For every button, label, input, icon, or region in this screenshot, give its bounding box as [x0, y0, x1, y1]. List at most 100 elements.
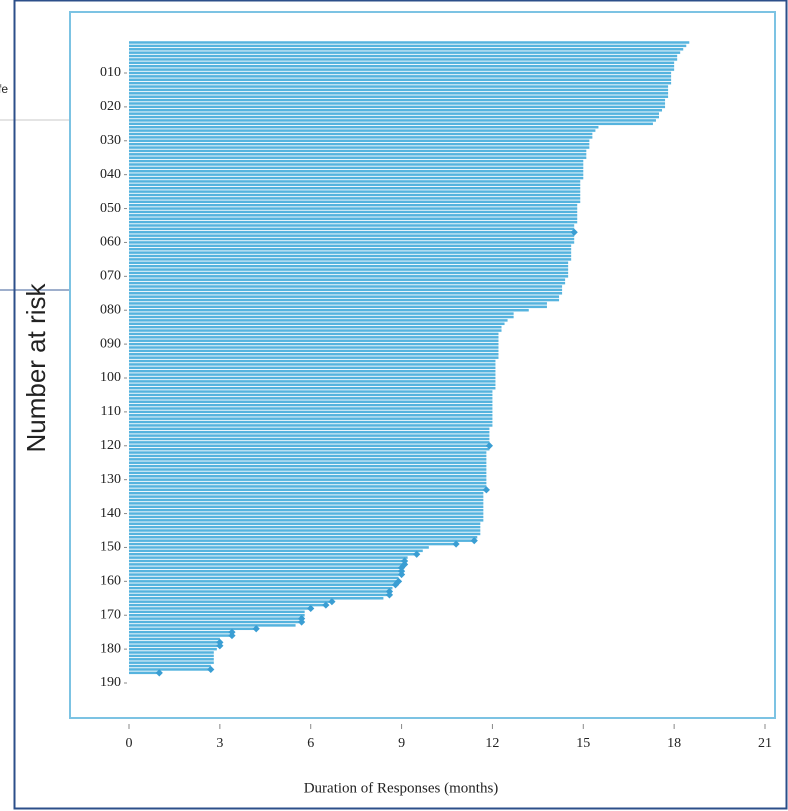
bar [129, 292, 563, 295]
bar [129, 390, 493, 393]
y-tick-label: 170 [100, 607, 121, 622]
bar [129, 447, 490, 451]
bar [129, 559, 405, 563]
bar [129, 336, 499, 339]
bar [129, 647, 217, 651]
bar [129, 44, 687, 48]
bar [129, 251, 572, 254]
bar [129, 129, 596, 132]
bar [129, 203, 578, 207]
bar [129, 95, 669, 98]
bar [129, 244, 572, 248]
bar [129, 234, 575, 237]
bar [129, 264, 569, 268]
bar [129, 529, 481, 532]
bar [129, 512, 484, 515]
bar [129, 173, 584, 176]
bar [129, 373, 496, 376]
bar [129, 186, 581, 190]
bar [129, 620, 302, 624]
ongoing-marker [228, 631, 236, 640]
bar [129, 471, 487, 475]
bar [129, 346, 499, 349]
bar [129, 153, 587, 156]
bar [129, 78, 672, 82]
bar [129, 75, 672, 78]
background-text: fe [0, 82, 8, 96]
ongoing-marker [298, 618, 306, 626]
bar [129, 444, 490, 448]
bar [129, 298, 560, 302]
bar [129, 258, 572, 261]
ongoing-marker [470, 537, 478, 545]
bar [129, 464, 487, 468]
bar [129, 546, 429, 549]
bar [129, 58, 678, 61]
bar [129, 64, 675, 68]
bar [129, 363, 496, 366]
bar [129, 271, 569, 275]
y-tick-label: 140 [100, 506, 121, 521]
x-tick-label: 21 [758, 736, 772, 751]
bar [129, 519, 484, 522]
bar [129, 125, 599, 129]
y-tick-label: 060 [100, 235, 121, 250]
bar [129, 383, 496, 387]
bar [129, 305, 547, 309]
bar [129, 41, 690, 44]
bar [129, 580, 399, 583]
bar [129, 610, 305, 614]
y-axis-title: Number at risk [21, 282, 51, 452]
bar [129, 536, 478, 539]
bar [129, 488, 487, 492]
ongoing-marker [413, 550, 421, 558]
bar [129, 573, 402, 576]
bar [129, 420, 493, 424]
ongoing-marker [570, 228, 578, 236]
bar [129, 112, 659, 115]
x-tick-label: 18 [667, 736, 681, 751]
bar [129, 658, 214, 661]
bar [129, 515, 484, 519]
bar [129, 637, 220, 641]
bar [129, 319, 508, 322]
bar [129, 668, 211, 671]
ongoing-marker [391, 581, 400, 589]
bar [129, 590, 390, 593]
bar [129, 98, 666, 102]
bar [129, 552, 417, 556]
bar [129, 491, 484, 495]
bar [129, 654, 214, 658]
bar [129, 302, 547, 305]
bar [129, 48, 684, 51]
bar [129, 315, 514, 319]
bar [129, 217, 578, 220]
ongoing-marker [385, 591, 394, 599]
y-tick-label: 100 [100, 370, 121, 385]
bar [129, 651, 214, 654]
bar [129, 542, 457, 546]
bar [129, 468, 487, 471]
y-tick-label: 010 [100, 65, 121, 80]
ongoing-marker [328, 598, 336, 606]
bar [129, 369, 496, 373]
bar [129, 664, 211, 668]
y-tick-label: 190 [100, 675, 121, 690]
y-tick-label: 030 [100, 133, 121, 148]
bar [129, 376, 496, 380]
bar [129, 51, 681, 54]
bar [129, 183, 581, 187]
bar [129, 170, 584, 173]
bar [129, 607, 311, 610]
x-tick-label: 9 [398, 736, 405, 751]
bar [129, 366, 496, 370]
bar [129, 193, 581, 197]
bar [129, 522, 481, 525]
y-tick-label: 150 [100, 540, 121, 555]
bar [129, 275, 569, 278]
bar [129, 54, 678, 58]
ongoing-marker [207, 665, 215, 674]
ongoing-marker [252, 625, 260, 633]
y-tick-label: 050 [100, 201, 121, 216]
